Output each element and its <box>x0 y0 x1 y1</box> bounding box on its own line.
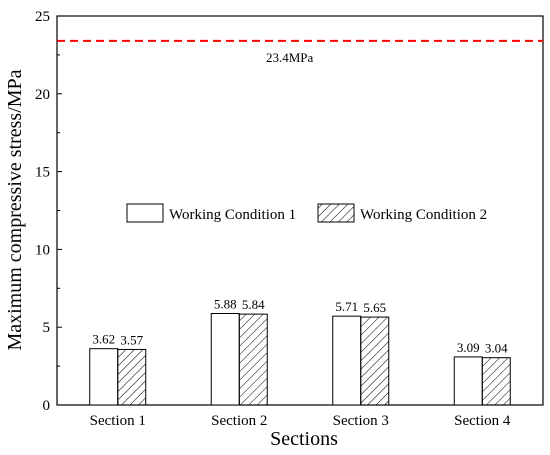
bar <box>238 313 268 406</box>
bar-value-label: 5.84 <box>242 297 265 312</box>
legend-label: Working Condition 1 <box>169 207 296 223</box>
y-axis-title: Maximum compressive stress/MPa <box>4 69 26 350</box>
legend-swatch <box>317 203 355 223</box>
y-tick-label: 25 <box>35 9 50 25</box>
legend-label: Working Condition 2 <box>360 207 487 223</box>
bar <box>210 313 240 406</box>
x-axis-title: Sections <box>270 428 338 450</box>
bar <box>89 348 119 406</box>
bar-value-label: 5.88 <box>214 297 237 312</box>
bar-value-label: 5.65 <box>363 300 386 315</box>
bar <box>117 348 147 406</box>
y-tick-label: 10 <box>35 242 50 258</box>
bar-value-label: 3.62 <box>92 332 115 347</box>
bar-value-label: 3.04 <box>485 341 508 356</box>
bar <box>453 356 483 406</box>
y-tick-label: 0 <box>43 398 51 414</box>
bar <box>360 316 390 406</box>
legend-swatch <box>126 203 164 223</box>
x-tick-label: Section 2 <box>211 413 267 429</box>
bar-value-label: 3.57 <box>120 332 143 347</box>
y-tick-label: 5 <box>43 320 51 336</box>
bar <box>481 357 511 406</box>
bar-value-label: 3.09 <box>457 340 480 355</box>
x-tick-label: Section 4 <box>454 413 511 429</box>
bar-value-label: 5.71 <box>335 299 358 314</box>
bar <box>332 315 362 406</box>
reference-line-label: 23.4MPa <box>266 50 314 65</box>
y-tick-label: 20 <box>35 87 50 103</box>
x-tick-label: Section 1 <box>90 413 146 429</box>
x-tick-label: Section 3 <box>333 413 389 429</box>
y-tick-label: 15 <box>35 165 50 181</box>
